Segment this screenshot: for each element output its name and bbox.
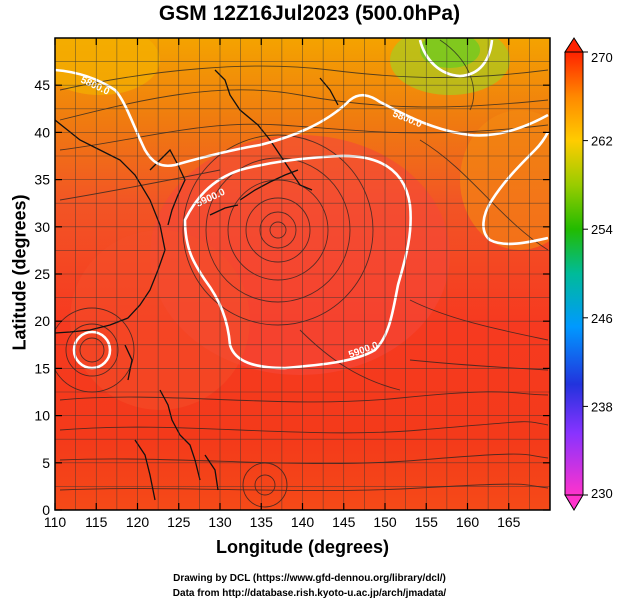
credit-drawing: Drawing by DCL (https://www.gfd-dennou.o… xyxy=(173,573,446,584)
colorbar-ticks: 230 238 246 254 262 270 xyxy=(583,50,613,501)
contour-5800-east xyxy=(482,131,550,246)
colorbar-tick-label: 238 xyxy=(591,399,613,414)
colorbar-tick-label: 230 xyxy=(591,486,613,501)
y-tick-label: 25 xyxy=(34,266,50,282)
height-contours xyxy=(55,39,550,370)
x-axis-label: Longitude (degrees) xyxy=(215,537,389,557)
y-tick-label: 35 xyxy=(34,172,50,188)
grid xyxy=(54,37,551,511)
x-tick-label: 115 xyxy=(85,514,108,530)
x-tick-label: 110 xyxy=(44,514,67,530)
colorbar-gradient xyxy=(564,51,584,496)
y-tick-label: 40 xyxy=(34,124,50,140)
x-tick-label: 165 xyxy=(497,514,521,530)
colorbar-tick-label: 262 xyxy=(591,134,613,149)
colorbar-tick-label: 270 xyxy=(591,50,613,65)
y-tick-label: 5 xyxy=(42,455,50,471)
y-tick-label: 20 xyxy=(34,313,50,329)
y-axis-label: Latitude (degrees) xyxy=(9,194,30,351)
x-tick-label: 150 xyxy=(373,514,397,530)
x-tick-label: 130 xyxy=(208,514,232,530)
x-tick-label: 155 xyxy=(415,514,439,530)
x-tick-label: 125 xyxy=(167,514,191,530)
colorbar-bottom-arrow xyxy=(564,494,584,511)
y-tick-label: 15 xyxy=(34,360,50,376)
plot-frame xyxy=(54,37,551,511)
colorbar-tick-label: 246 xyxy=(591,311,613,326)
colorbar: 230 238 246 254 262 270 xyxy=(564,37,613,511)
contour-5900-small xyxy=(72,330,112,370)
chart-title: GSM 12Z16Jul2023 (500.0hPa) xyxy=(158,2,461,25)
x-tick-label: 145 xyxy=(332,514,356,530)
y-axis: 0 5 10 15 20 25 30 35 40 45 xyxy=(34,77,550,518)
contour-5800-west xyxy=(55,68,549,168)
y-tick-label: 45 xyxy=(34,77,50,93)
x-tick-label: 160 xyxy=(456,514,480,530)
y-tick-label: 0 xyxy=(42,502,50,518)
y-tick-label: 10 xyxy=(34,408,50,424)
x-tick-label: 135 xyxy=(250,514,274,530)
credit-data: Data from http://database.rish.kyoto-u.a… xyxy=(172,588,447,599)
x-tick-label: 120 xyxy=(126,514,150,530)
contour-5900 xyxy=(183,154,412,370)
x-axis: 110 115 120 125 130 135 140 145 150 155 160 165 xyxy=(44,38,521,530)
y-tick-label: 30 xyxy=(34,219,50,235)
x-tick-label: 140 xyxy=(291,514,315,530)
colorbar-top-arrow xyxy=(564,37,584,53)
colorbar-tick-label: 254 xyxy=(591,222,613,237)
